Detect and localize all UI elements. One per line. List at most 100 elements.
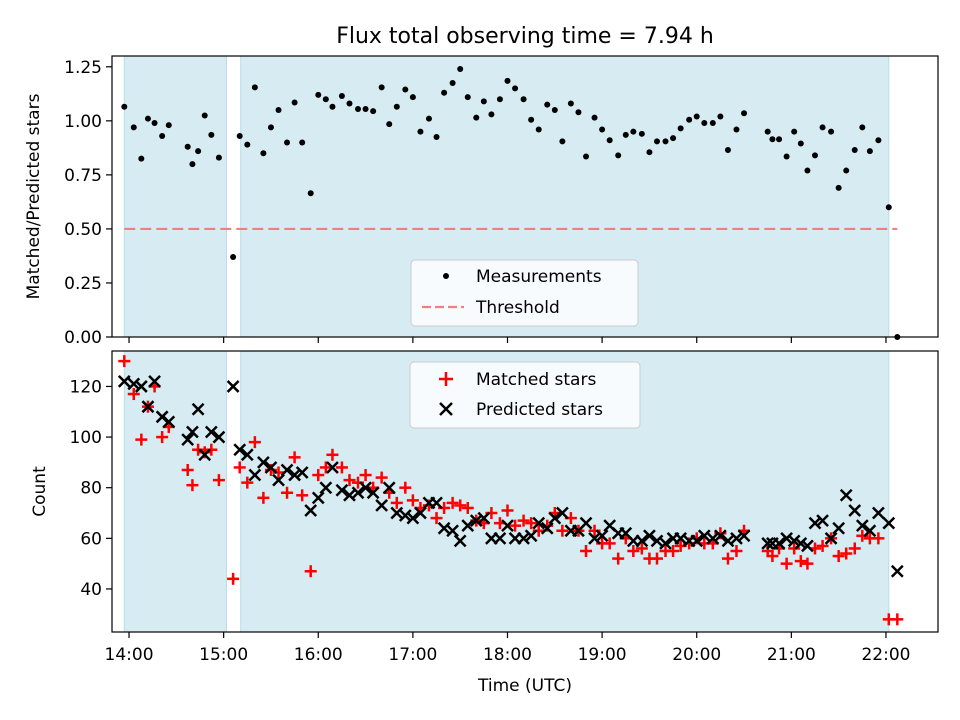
predicted-star-point: [816, 514, 829, 527]
predicted-star-point: [650, 534, 664, 548]
predicted-stars-points: [117, 374, 904, 578]
matched-star-point: [891, 613, 904, 626]
matched-star-point: [556, 524, 569, 537]
matched-star-point: [730, 544, 743, 557]
matched-star-point: [135, 433, 148, 446]
matched-star-point: [304, 565, 317, 578]
predicted-star-point: [643, 529, 656, 543]
ratio-plot-frame: [111, 55, 939, 338]
matched-star-point: [390, 496, 403, 509]
matched-star-point: [766, 550, 779, 563]
measurement-point: [859, 124, 866, 131]
matched-star-point: [343, 474, 356, 487]
measurements-legend-label: Measurements: [476, 267, 602, 287]
measurement-point: [260, 150, 267, 157]
count-legend: Matched stars Predicted stars: [409, 361, 641, 429]
predicted-star-point: [326, 461, 339, 474]
y-tick-label: 0.00: [64, 328, 102, 348]
measurement-point: [622, 131, 629, 138]
measurement-point: [875, 137, 882, 144]
matched-star-point: [326, 448, 339, 461]
predicted-star-point: [501, 519, 514, 533]
matched-star-point: [780, 557, 793, 570]
measurement-point: [764, 128, 771, 135]
matched-legend-label: Matched stars: [476, 370, 596, 390]
matched-star-point: [461, 501, 474, 514]
x-tick-label: 15:00: [199, 645, 248, 665]
matched-star-point: [118, 355, 131, 368]
matched-star-point: [848, 542, 861, 555]
predicted-star-point: [162, 415, 176, 429]
measurement-point: [151, 120, 158, 127]
matched-star-point: [635, 542, 648, 555]
matched-star-point: [501, 504, 514, 517]
predicted-star-point: [493, 531, 507, 545]
matched-star-point: [319, 461, 332, 474]
predicted-star-point: [430, 496, 443, 510]
predicted-star-point: [191, 402, 205, 416]
matched-star-point: [288, 451, 301, 464]
measurement-point: [315, 91, 322, 98]
matched-star-point: [233, 461, 246, 474]
measurement-point: [417, 128, 424, 135]
measurement-point: [338, 92, 345, 99]
matched-star-point: [181, 463, 194, 476]
measurement-point: [804, 167, 811, 174]
predicted-star-point: [343, 488, 356, 502]
measurement-point: [215, 154, 222, 161]
count-panel: 40 60 80 100 120 14:00 15:00 16:00 17:00 18:00 19…: [30, 350, 939, 696]
measurement-point: [885, 204, 892, 211]
predicted-star-point: [890, 564, 904, 578]
measurement-point: [630, 128, 637, 135]
matched-star-point: [257, 491, 270, 504]
measurement-point: [791, 128, 798, 135]
predicted-star-point: [548, 511, 562, 525]
measurement-point: [370, 108, 377, 115]
measurement-point: [504, 77, 511, 84]
predicted-star-point: [635, 534, 649, 548]
matched-star-point: [788, 542, 801, 555]
measurement-point: [378, 84, 385, 91]
matched-star-point: [375, 471, 388, 484]
measurement-point: [811, 152, 818, 159]
predicted-star-point: [248, 468, 262, 482]
measurement-point: [473, 114, 480, 121]
measurement-point: [567, 100, 574, 107]
matched-star-point: [612, 552, 625, 565]
matched-star-point: [650, 552, 663, 565]
predicted-star-point: [366, 486, 380, 500]
predicted-star-point: [186, 425, 199, 439]
measurement-point: [275, 107, 282, 114]
matched-star-point: [227, 572, 240, 585]
x-tick-label: 20:00: [672, 645, 721, 665]
threshold-legend-label: Threshold: [475, 298, 560, 318]
measurement-point: [843, 167, 850, 174]
matched-star-point: [794, 555, 807, 568]
measurement-point: [709, 120, 716, 127]
measurement-point: [866, 148, 873, 155]
matched-star-point: [446, 496, 459, 509]
measurement-point: [535, 126, 542, 133]
measurement-point: [769, 136, 776, 143]
matched-star-point: [872, 532, 885, 545]
predicted-star-point: [414, 506, 427, 520]
measurement-point: [299, 139, 306, 146]
predicted-star-point: [240, 448, 254, 462]
predicted-star-point: [375, 499, 389, 512]
measurement-point: [449, 80, 456, 87]
matched-star-point: [667, 544, 680, 557]
predicted-star-point: [233, 443, 247, 457]
measurement-point: [480, 98, 487, 105]
predicted-star-point: [446, 524, 460, 538]
predicted-star-point: [555, 506, 569, 520]
predicted-star-point: [532, 516, 546, 530]
x-tick-label: 18:00: [483, 645, 532, 665]
measurement-point: [488, 111, 495, 118]
matched-star-point: [296, 489, 309, 502]
predicted-star-point: [117, 374, 131, 388]
matched-star-point: [399, 481, 412, 494]
ratio-x-ticks: [128, 337, 887, 343]
measurement-point: [520, 96, 527, 103]
ratio-legend-box: [410, 259, 639, 327]
measurement-point: [409, 94, 416, 101]
